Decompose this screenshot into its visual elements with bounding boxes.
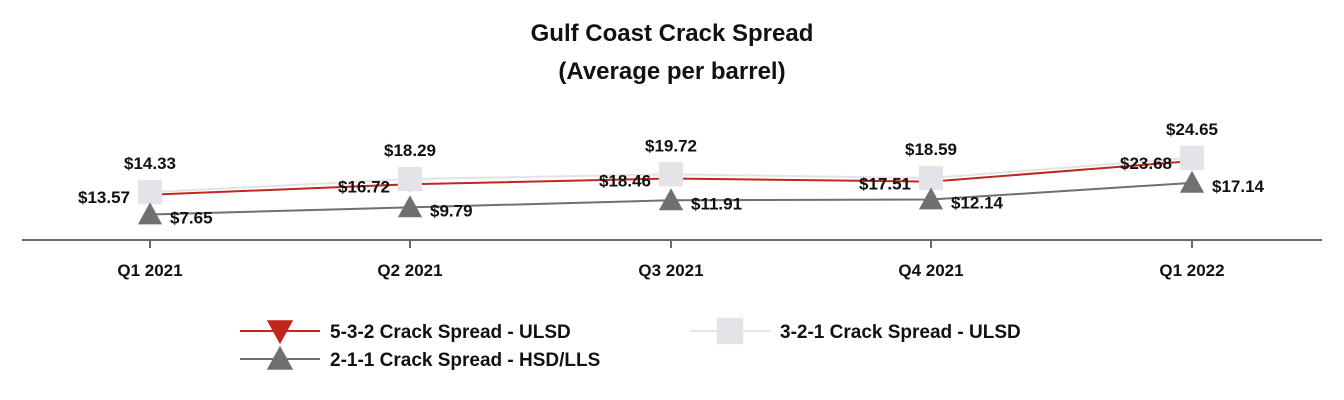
data-point-marker <box>918 187 944 210</box>
legend-label: 3-2-1 Crack Spread - ULSD <box>780 322 1021 343</box>
legend-label: 2-1-1 Crack Spread - HSD/LLS <box>330 350 600 371</box>
data-label: $9.79 <box>430 201 473 220</box>
legend-item: 5-3-2 Crack Spread - ULSD <box>240 320 571 345</box>
data-point-marker <box>397 195 423 218</box>
data-point-marker <box>1179 145 1205 170</box>
legend: 5-3-2 Crack Spread - ULSD 3-2-1 Crack Spr… <box>240 317 1021 371</box>
legend-item: 2-1-1 Crack Spread - HSD/LLS <box>240 345 600 371</box>
x-tick-label: Q3 2021 <box>638 261 703 280</box>
data-point-marker <box>397 166 423 192</box>
data-point-marker <box>658 188 684 211</box>
chart-title: Gulf Coast Crack Spread <box>531 20 814 47</box>
x-tick-label: Q1 2022 <box>1159 261 1224 280</box>
data-point-marker <box>658 162 684 187</box>
data-label: $23.68 <box>1120 154 1172 173</box>
data-label: $12.14 <box>951 194 1004 213</box>
data-label: $17.51 <box>859 175 911 194</box>
legend-label: 5-3-2 Crack Spread - ULSD <box>330 322 571 343</box>
x-tick-label: Q4 2021 <box>898 261 963 280</box>
data-point-marker <box>918 165 944 191</box>
data-label: $7.65 <box>170 209 213 228</box>
data-label: $18.59 <box>905 140 957 159</box>
data-point-marker <box>137 202 163 225</box>
legend-marker <box>716 317 744 345</box>
data-label: $19.72 <box>645 136 697 155</box>
data-label: $13.57 <box>78 188 130 207</box>
data-label: $18.46 <box>599 171 651 190</box>
x-tick-label: Q2 2021 <box>377 261 442 280</box>
data-label: $18.29 <box>384 141 436 160</box>
legend-marker <box>266 320 294 345</box>
legend-marker <box>266 345 294 370</box>
data-label: $14.33 <box>124 154 176 173</box>
data-label: $16.72 <box>338 177 390 196</box>
data-label: $17.14 <box>1212 177 1265 196</box>
legend-item: 3-2-1 Crack Spread - ULSD <box>690 317 1021 345</box>
data-point-marker <box>137 180 163 205</box>
chart-subtitle: (Average per barrel) <box>558 58 785 85</box>
data-label: $11.91 <box>691 194 742 213</box>
data-label: $24.65 <box>1166 120 1218 139</box>
data-point-marker <box>1179 170 1205 193</box>
x-tick-label: Q1 2021 <box>117 261 182 280</box>
